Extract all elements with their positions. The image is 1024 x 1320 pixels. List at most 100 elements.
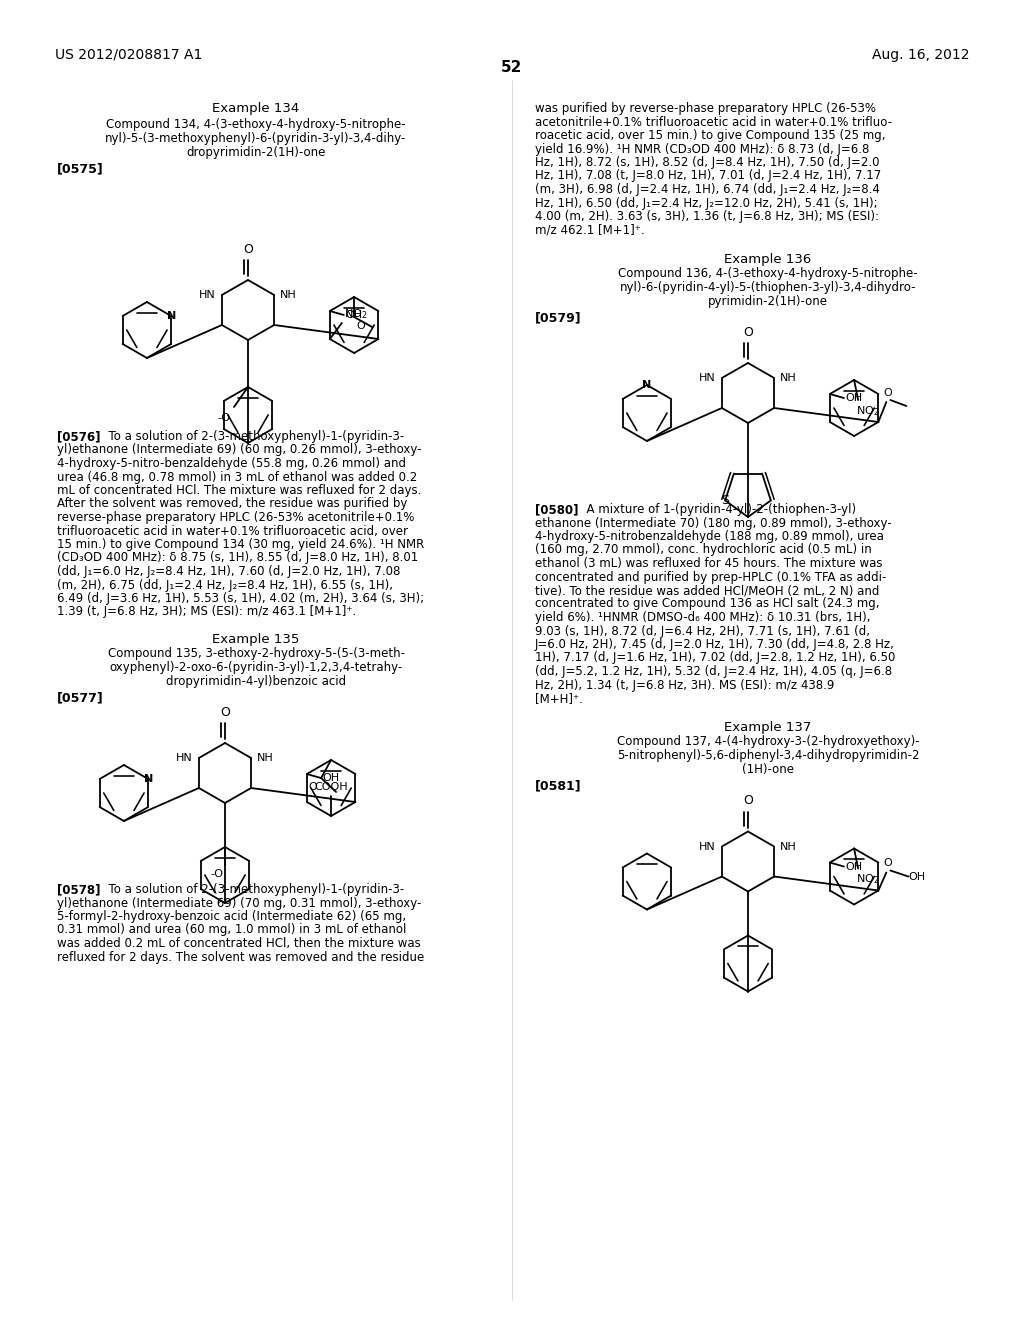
Text: trifluoroacetic acid in water+0.1% trifluoroacetic acid, over: trifluoroacetic acid in water+0.1% trifl…: [57, 524, 408, 537]
Text: Hz, 1H), 6.50 (dd, J₁=2.4 Hz, J₂=12.0 Hz, 2H), 5.41 (s, 1H);: Hz, 1H), 6.50 (dd, J₁=2.4 Hz, J₂=12.0 Hz…: [535, 197, 878, 210]
Text: After the solvent was removed, the residue was purified by: After the solvent was removed, the resid…: [57, 498, 408, 511]
Text: roacetic acid, over 15 min.) to give Compound 135 (25 mg,: roacetic acid, over 15 min.) to give Com…: [535, 129, 886, 143]
Text: yield 6%). ¹HNMR (DMSO-d₆ 400 MHz): δ 10.31 (brs, 1H),: yield 6%). ¹HNMR (DMSO-d₆ 400 MHz): δ 10…: [535, 611, 870, 624]
Text: [0581]: [0581]: [535, 780, 582, 792]
Text: S: S: [721, 494, 729, 507]
Text: N: N: [167, 312, 176, 321]
Text: 15 min.) to give Compound 134 (30 mg, yield 24.6%). ¹H NMR: 15 min.) to give Compound 134 (30 mg, yi…: [57, 539, 424, 550]
Text: O: O: [356, 321, 365, 331]
Text: HN: HN: [699, 374, 716, 383]
Text: (dd, J=5.2, 1.2 Hz, 1H), 5.32 (d, J=2.4 Hz, 1H), 4.05 (q, J=6.8: (dd, J=5.2, 1.2 Hz, 1H), 5.32 (d, J=2.4 …: [535, 665, 892, 678]
Text: 5-nitrophenyl)-5,6-diphenyl-3,4-dihydropyrimidin-2: 5-nitrophenyl)-5,6-diphenyl-3,4-dihydrop…: [616, 750, 920, 763]
Text: 9.03 (s, 1H), 8.72 (d, J=6.4 Hz, 2H), 7.71 (s, 1H), 7.61 (d,: 9.03 (s, 1H), 8.72 (d, J=6.4 Hz, 2H), 7.…: [535, 624, 870, 638]
Text: Example 136: Example 136: [724, 253, 812, 267]
Text: O: O: [884, 388, 892, 399]
Text: 4.00 (m, 2H). 3.63 (s, 3H), 1.36 (t, J=6.8 Hz, 3H); MS (ESI):: 4.00 (m, 2H). 3.63 (s, 3H), 1.36 (t, J=6…: [535, 210, 879, 223]
Text: [M+H]⁺.: [M+H]⁺.: [535, 692, 583, 705]
Text: yl)ethanone (Intermediate 69) (60 mg, 0.26 mmol), 3-ethoxy-: yl)ethanone (Intermediate 69) (60 mg, 0.…: [57, 444, 422, 457]
Text: Compound 134, 4-(3-ethoxy-4-hydroxy-5-nitrophe-: Compound 134, 4-(3-ethoxy-4-hydroxy-5-ni…: [106, 117, 406, 131]
Text: 1H), 7.17 (d, J=1.6 Hz, 1H), 7.02 (dd, J=2.8, 1.2 Hz, 1H), 6.50: 1H), 7.17 (d, J=1.6 Hz, 1H), 7.02 (dd, J…: [535, 652, 895, 664]
Text: 4-hydroxy-5-nitro-benzaldehyde (55.8 mg, 0.26 mmol) and: 4-hydroxy-5-nitro-benzaldehyde (55.8 mg,…: [57, 457, 406, 470]
Text: 1.39 (t, J=6.8 Hz, 3H); MS (ESI): m/z 463.1 [M+1]⁺.: 1.39 (t, J=6.8 Hz, 3H); MS (ESI): m/z 46…: [57, 606, 356, 619]
Text: Aug. 16, 2012: Aug. 16, 2012: [872, 48, 970, 62]
Text: NH: NH: [281, 290, 297, 300]
Text: 52: 52: [502, 59, 522, 75]
Text: A mixture of 1-(pyridin-4-yl)-2-(thiophen-3-yl): A mixture of 1-(pyridin-4-yl)-2-(thiophe…: [579, 503, 856, 516]
Text: O: O: [243, 243, 253, 256]
Text: [0579]: [0579]: [535, 312, 582, 323]
Text: NH: NH: [780, 374, 797, 383]
Text: NO$_2$: NO$_2$: [856, 873, 880, 886]
Text: 4-hydroxy-5-nitrobenzaldehyde (188 mg, 0.89 mmol), urea: 4-hydroxy-5-nitrobenzaldehyde (188 mg, 0…: [535, 531, 884, 543]
Text: was purified by reverse-phase preparatory HPLC (26-53%: was purified by reverse-phase preparator…: [535, 102, 876, 115]
Text: (1H)-one: (1H)-one: [742, 763, 794, 776]
Text: 0.31 mmol) and urea (60 mg, 1.0 mmol) in 3 mL of ethanol: 0.31 mmol) and urea (60 mg, 1.0 mmol) in…: [57, 924, 407, 936]
Text: NH: NH: [780, 842, 797, 851]
Text: [0577]: [0577]: [57, 690, 103, 704]
Text: Example 134: Example 134: [212, 102, 300, 115]
Text: concentrated to give Compound 136 as HCl salt (24.3 mg,: concentrated to give Compound 136 as HCl…: [535, 598, 880, 610]
Text: (dd, J₁=6.0 Hz, J₂=8.4 Hz, 1H), 7.60 (d, J=2.0 Hz, 1H), 7.08: (dd, J₁=6.0 Hz, J₂=8.4 Hz, 1H), 7.60 (d,…: [57, 565, 400, 578]
Text: yield 16.9%). ¹H NMR (CD₃OD 400 MHz): δ 8.73 (d, J=6.8: yield 16.9%). ¹H NMR (CD₃OD 400 MHz): δ …: [535, 143, 869, 156]
Text: [0578]: [0578]: [57, 883, 100, 896]
Text: OH: OH: [908, 871, 926, 882]
Text: O: O: [220, 706, 230, 719]
Text: N: N: [642, 380, 651, 389]
Text: N: N: [143, 774, 153, 784]
Text: mL of concentrated HCl. The mixture was refluxed for 2 days.: mL of concentrated HCl. The mixture was …: [57, 484, 421, 498]
Text: tive). To the residue was added HCl/MeOH (2 mL, 2 N) and: tive). To the residue was added HCl/MeOH…: [535, 583, 880, 597]
Text: HN: HN: [699, 842, 716, 851]
Text: Compound 136, 4-(3-ethoxy-4-hydroxy-5-nitrophe-: Compound 136, 4-(3-ethoxy-4-hydroxy-5-ni…: [618, 267, 918, 280]
Text: yl)ethanone (Intermediate 69) (70 mg, 0.31 mmol), 3-ethoxy-: yl)ethanone (Intermediate 69) (70 mg, 0.…: [57, 896, 421, 909]
Text: O: O: [743, 326, 753, 339]
Text: 6.49 (d, J=3.6 Hz, 1H), 5.53 (s, 1H), 4.02 (m, 2H), 3.64 (s, 3H);: 6.49 (d, J=3.6 Hz, 1H), 5.53 (s, 1H), 4.…: [57, 591, 424, 605]
Text: NO$_2$: NO$_2$: [344, 308, 368, 321]
Text: concentrated and purified by prep-HPLC (0.1% TFA as addi-: concentrated and purified by prep-HPLC (…: [535, 570, 887, 583]
Text: Hz, 2H), 1.34 (t, J=6.8 Hz, 3H). MS (ESI): m/z 438.9: Hz, 2H), 1.34 (t, J=6.8 Hz, 3H). MS (ESI…: [535, 678, 835, 692]
Text: Compound 135, 3-ethoxy-2-hydroxy-5-(5-(3-meth-: Compound 135, 3-ethoxy-2-hydroxy-5-(5-(3…: [108, 647, 404, 660]
Text: HN: HN: [199, 290, 216, 300]
Text: (160 mg, 2.70 mmol), conc. hydrochloric acid (0.5 mL) in: (160 mg, 2.70 mmol), conc. hydrochloric …: [535, 544, 871, 557]
Text: [0580]: [0580]: [535, 503, 579, 516]
Text: reverse-phase preparatory HPLC (26-53% acetonitrile+0.1%: reverse-phase preparatory HPLC (26-53% a…: [57, 511, 415, 524]
Text: OH: OH: [346, 310, 362, 319]
Text: Compound 137, 4-(4-hydroxy-3-(2-hydroxyethoxy)-: Compound 137, 4-(4-hydroxy-3-(2-hydroxye…: [616, 735, 920, 748]
Text: COOH: COOH: [314, 781, 348, 792]
Text: nyl)-5-(3-methoxyphenyl)-6-(pyridin-3-yl)-3,4-dihy-: nyl)-5-(3-methoxyphenyl)-6-(pyridin-3-yl…: [105, 132, 407, 145]
Text: ethanol (3 mL) was refluxed for 45 hours. The mixture was: ethanol (3 mL) was refluxed for 45 hours…: [535, 557, 883, 570]
Text: -O: -O: [210, 869, 223, 879]
Text: ethanone (Intermediate 70) (180 mg, 0.89 mmol), 3-ethoxy-: ethanone (Intermediate 70) (180 mg, 0.89…: [535, 516, 892, 529]
Text: oxyphenyl)-2-oxo-6-(pyridin-3-yl)-1,2,3,4-tetrahy-: oxyphenyl)-2-oxo-6-(pyridin-3-yl)-1,2,3,…: [110, 661, 402, 675]
Text: NO$_2$: NO$_2$: [856, 404, 880, 418]
Text: pyrimidin-2(1H)-one: pyrimidin-2(1H)-one: [708, 294, 828, 308]
Text: [0575]: [0575]: [57, 162, 103, 176]
Text: To a solution of 2-(3-methoxyphenyl)-1-(pyridin-3-: To a solution of 2-(3-methoxyphenyl)-1-(…: [101, 883, 404, 896]
Text: O: O: [743, 795, 753, 808]
Text: (m, 3H), 6.98 (d, J=2.4 Hz, 1H), 6.74 (dd, J₁=2.4 Hz, J₂=8.4: (m, 3H), 6.98 (d, J=2.4 Hz, 1H), 6.74 (d…: [535, 183, 880, 195]
Text: 5-formyl-2-hydroxy-benzoic acid (Intermediate 62) (65 mg,: 5-formyl-2-hydroxy-benzoic acid (Interme…: [57, 909, 407, 923]
Text: was added 0.2 mL of concentrated HCl, then the mixture was: was added 0.2 mL of concentrated HCl, th…: [57, 937, 421, 950]
Text: (m, 2H), 6.75 (dd, J₁=2.4 Hz, J₂=8.4 Hz, 1H), 6.55 (s, 1H),: (m, 2H), 6.75 (dd, J₁=2.4 Hz, J₂=8.4 Hz,…: [57, 578, 393, 591]
Text: O: O: [308, 781, 317, 792]
Text: Example 135: Example 135: [212, 634, 300, 645]
Text: dropyrimidin-2(1H)-one: dropyrimidin-2(1H)-one: [186, 147, 326, 158]
Text: NH: NH: [257, 752, 273, 763]
Text: To a solution of 2-(3-methoxyphenyl)-1-(pyridin-3-: To a solution of 2-(3-methoxyphenyl)-1-(…: [101, 430, 404, 444]
Text: [0576]: [0576]: [57, 430, 100, 444]
Text: J=6.0 Hz, 2H), 7.45 (d, J=2.0 Hz, 1H), 7.30 (dd, J=4.8, 2.8 Hz,: J=6.0 Hz, 2H), 7.45 (d, J=2.0 Hz, 1H), 7…: [535, 638, 895, 651]
Text: urea (46.8 mg, 0.78 mmol) in 3 mL of ethanol was added 0.2: urea (46.8 mg, 0.78 mmol) in 3 mL of eth…: [57, 470, 417, 483]
Text: refluxed for 2 days. The solvent was removed and the residue: refluxed for 2 days. The solvent was rem…: [57, 950, 424, 964]
Text: dropyrimidin-4-yl)benzoic acid: dropyrimidin-4-yl)benzoic acid: [166, 675, 346, 688]
Text: Hz, 1H), 7.08 (t, J=8.0 Hz, 1H), 7.01 (d, J=2.4 Hz, 1H), 7.17: Hz, 1H), 7.08 (t, J=8.0 Hz, 1H), 7.01 (d…: [535, 169, 882, 182]
Text: OH: OH: [323, 774, 340, 783]
Text: acetonitrile+0.1% trifluoroacetic acid in water+0.1% trifluo-: acetonitrile+0.1% trifluoroacetic acid i…: [535, 116, 892, 128]
Text: O: O: [884, 858, 892, 869]
Text: m/z 462.1 [M+1]⁺.: m/z 462.1 [M+1]⁺.: [535, 223, 645, 236]
Text: HN: HN: [176, 752, 193, 763]
Text: US 2012/0208817 A1: US 2012/0208817 A1: [55, 48, 203, 62]
Text: nyl)-6-(pyridin-4-yl)-5-(thiophen-3-yl)-3,4-dihydro-: nyl)-6-(pyridin-4-yl)-5-(thiophen-3-yl)-…: [620, 281, 916, 294]
Text: OH: OH: [846, 862, 863, 871]
Text: Hz, 1H), 8.72 (s, 1H), 8.52 (d, J=8.4 Hz, 1H), 7.50 (d, J=2.0: Hz, 1H), 8.72 (s, 1H), 8.52 (d, J=8.4 Hz…: [535, 156, 880, 169]
Text: Example 137: Example 137: [724, 722, 812, 734]
Text: (CD₃OD 400 MHz): δ 8.75 (s, 1H), 8.55 (d, J=8.0 Hz, 1H), 8.01: (CD₃OD 400 MHz): δ 8.75 (s, 1H), 8.55 (d…: [57, 552, 418, 565]
